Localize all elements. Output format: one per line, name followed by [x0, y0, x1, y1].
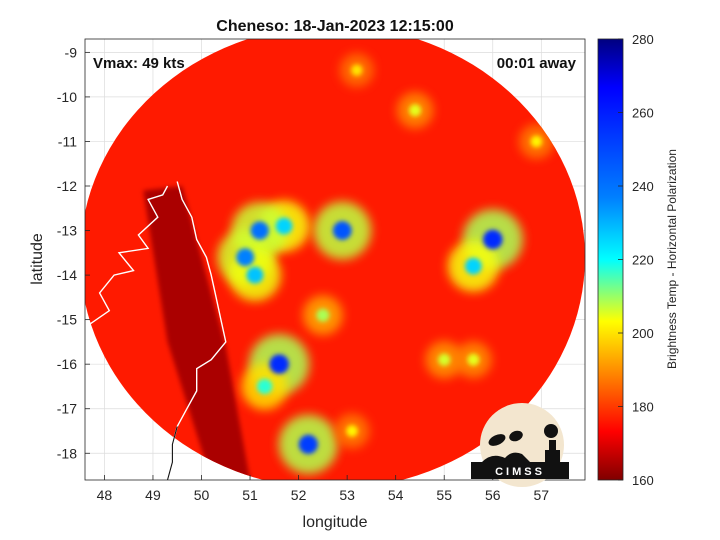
feature-core [408, 104, 422, 117]
feature-core [351, 64, 363, 76]
feature-core [437, 353, 451, 366]
time-offset-annotation: 00:01 away [497, 55, 577, 72]
x-ticks: 48 49 50 51 52 53 54 55 56 57 [97, 475, 550, 503]
feature-core [275, 217, 293, 235]
y-ticks: -9 -10 -11 -12 -13 -14 -15 -16 -17 -18 [57, 44, 90, 461]
coastline-segment [85, 185, 169, 334]
feature-core [483, 229, 503, 250]
colorbar-tick-label: 260 [632, 106, 654, 121]
coastline-outside-swath [166, 426, 178, 480]
x-tick-label: 51 [242, 487, 258, 503]
y-tick-label: -15 [57, 312, 77, 328]
feature-core [346, 425, 358, 437]
logo-text: CIMSS [495, 466, 545, 478]
feature-core [250, 221, 269, 240]
y-tick-label: -9 [65, 44, 78, 60]
colorbar-tick-label: 180 [632, 400, 654, 415]
y-tick-label: -17 [57, 401, 77, 417]
feature-core [298, 434, 318, 454]
y-tick-label: -18 [57, 445, 77, 461]
feature-core [316, 308, 330, 322]
feature-core [465, 257, 482, 275]
coastline [85, 181, 227, 480]
x-tick-label: 52 [291, 487, 307, 503]
feature-core [246, 266, 264, 284]
feature-core [269, 354, 289, 374]
land-cold-region [143, 186, 251, 480]
feature-core [236, 248, 255, 267]
x-tick-label: 48 [97, 487, 113, 503]
cimss-logo: CIMSS [471, 403, 569, 487]
colorbar-tick-label: 160 [632, 473, 654, 488]
x-axis-label: longitude [303, 514, 368, 531]
microwave-swath [85, 39, 585, 480]
y-tick-label: -12 [57, 178, 77, 194]
colorbar-label: Brightness Temp - Horizontal Polarizatio… [665, 149, 679, 369]
y-tick-label: -11 [58, 133, 77, 149]
feature-core [256, 378, 273, 395]
colorbar-tick-label: 220 [632, 253, 654, 268]
colorbar-tick-label: 280 [632, 32, 654, 47]
feature-core [467, 353, 480, 366]
feature-core [530, 135, 543, 148]
logo-dish-right [509, 430, 523, 442]
vmax-annotation: Vmax: 49 kts [93, 55, 185, 72]
logo-tower-top [544, 424, 558, 438]
logo-dish-left [488, 434, 506, 446]
x-tick-label: 53 [339, 487, 355, 503]
y-axis-label: latitude [29, 233, 46, 285]
colorbar-ticks: 160 180 200 220 240 260 280 [618, 32, 654, 488]
x-tick-label: 55 [436, 487, 452, 503]
logo-banner [471, 462, 569, 479]
swath-features [143, 53, 554, 480]
x-tick-label: 54 [388, 487, 404, 503]
y-tick-label: -14 [57, 267, 77, 283]
y-tick-label: -13 [57, 223, 77, 239]
y-tick-label: -16 [57, 356, 77, 372]
chart-title: Cheneso: 18-Jan-2023 12:15:00 [216, 18, 454, 35]
axes-frame [84, 38, 586, 481]
y-tick-label: -10 [57, 89, 77, 105]
x-tick-label: 57 [534, 487, 550, 503]
colorbar-tick-label: 240 [632, 179, 654, 194]
x-tick-label: 50 [194, 487, 210, 503]
feature-core [332, 221, 352, 240]
x-tick-label: 49 [145, 487, 161, 503]
colorbar-tick-label: 200 [632, 326, 654, 341]
x-tick-label: 56 [485, 487, 501, 503]
